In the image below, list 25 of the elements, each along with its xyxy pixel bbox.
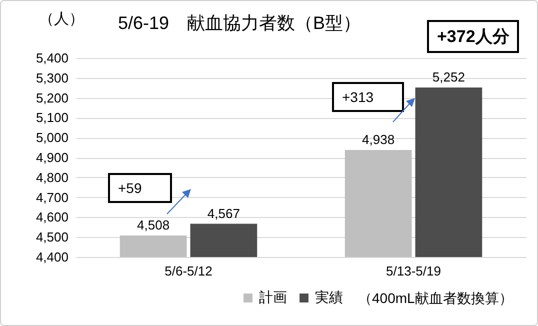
legend-label: 実績	[315, 289, 343, 305]
data-label: 4,938	[362, 132, 395, 147]
text: +372人分	[427, 20, 520, 53]
data-label: 4,567	[207, 206, 240, 221]
y-tick-label: 5,400	[36, 50, 68, 66]
x-tick-label: 5/6-5/12	[164, 264, 212, 278]
y-tick-label: 5,200	[36, 90, 68, 106]
y-tick-label: 5,000	[36, 130, 68, 146]
data-label: 4,508	[137, 218, 170, 233]
annotation: +313	[332, 82, 404, 112]
legend-label: 計画	[259, 289, 287, 305]
y-tick-label: 5,300	[36, 70, 68, 86]
y-tick-label: 4,700	[36, 190, 68, 205]
x-tick-label: 5/13-5/19	[386, 264, 441, 278]
data-label: 5,252	[432, 69, 465, 84]
y-tick-label: 4,500	[36, 230, 68, 245]
annotation: +59	[108, 173, 172, 203]
y-tick-label: 4,800	[36, 170, 68, 185]
text: （400mL献血者数換算）	[358, 290, 513, 306]
chart-title: 5/6-19 献血協力者数（B型）	[118, 13, 362, 33]
y-axis-title: （人）	[39, 10, 84, 28]
y-tick-label: 5,100	[36, 110, 68, 126]
y-tick-label: 4,400	[36, 250, 68, 264]
y-tick-label: 4,900	[36, 150, 68, 165]
y-tick-label: 4,600	[36, 210, 68, 225]
